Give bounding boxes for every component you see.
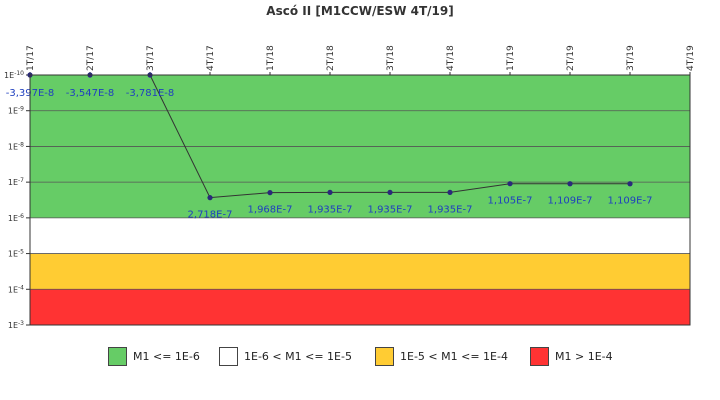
data-label: 1,968E-7 (248, 205, 293, 216)
legend-item: M1 > 1E-4 (530, 345, 613, 367)
plot-frame (29, 74, 691, 326)
legend-label: M1 <= 1E-6 (133, 349, 200, 363)
data-point (567, 181, 573, 187)
x-tick-label: 1T/18 (266, 45, 276, 71)
x-tick-label: 4T/19 (686, 45, 696, 71)
data-point (327, 189, 333, 195)
legend-swatch (530, 346, 549, 366)
data-label: 1,935E-7 (308, 204, 353, 215)
x-tick-label: 2T/19 (566, 45, 576, 71)
y-tick-label: 1E-9 (8, 106, 24, 116)
band-2 (30, 253, 690, 290)
y-axis: 1E-10 1E-9 1E-8 1E-7 1E-6 1E-5 1E-4 1E-3 (4, 70, 30, 330)
y-tick-label: 1E-5 (8, 249, 24, 259)
data-point (627, 181, 633, 187)
data-label: 1,935E-7 (428, 204, 473, 215)
data-label: 1,109E-7 (608, 196, 653, 207)
y-tick-label: 1E-8 (8, 141, 24, 151)
y-tick-label: 1E-6 (8, 213, 24, 223)
legend-label: M1 > 1E-4 (555, 349, 613, 363)
legend-item: 1E-6 < M1 <= 1E-5 (219, 345, 352, 367)
data-point (507, 181, 513, 187)
band-3 (30, 289, 690, 325)
y-tick-label: 1E-7 (8, 177, 24, 187)
legend-item: 1E-5 < M1 <= 1E-4 (375, 345, 508, 367)
data-label: -3,547E-8 (66, 88, 115, 99)
data-label: -3,781E-8 (126, 88, 175, 99)
data-point (447, 189, 453, 195)
x-tick-label: 2T/17 (86, 45, 96, 71)
data-label: 1,109E-7 (548, 196, 593, 207)
x-tick-label: 4T/17 (206, 45, 216, 71)
x-tick-label: 2T/18 (326, 45, 336, 71)
data-label: 1,935E-7 (368, 204, 413, 215)
legend-swatch (108, 346, 127, 366)
chart-title: Ascó II [M1CCW/ESW 4T/19] (266, 4, 453, 18)
band-1 (30, 217, 690, 254)
y-tick-label: 1E-10 (4, 70, 24, 80)
x-tick-label: 3T/18 (386, 45, 396, 71)
y-tick-label: 1E-4 (8, 284, 24, 294)
data-point (267, 190, 273, 196)
data-point (387, 189, 393, 195)
legend: M1 <= 1E-6 1E-6 < M1 <= 1E-5 1E-5 < M1 <= … (0, 343, 720, 369)
x-axis: 1T/17 2T/17 3T/17 4T/17 1T/18 2T/18 3T/18 4T/18… (26, 45, 696, 75)
legend-swatch (219, 346, 238, 366)
data-point (207, 195, 213, 201)
x-tick-label: 3T/17 (146, 45, 156, 71)
data-label: 1,105E-7 (488, 196, 533, 207)
x-tick-label: 3T/19 (626, 45, 636, 71)
legend-label: 1E-5 < M1 <= 1E-4 (400, 349, 508, 363)
x-tick-label: 4T/18 (446, 45, 456, 71)
legend-item: M1 <= 1E-6 (108, 345, 200, 367)
legend-swatch (375, 346, 394, 366)
x-tick-label: 1T/19 (506, 45, 516, 71)
data-label: 2,718E-7 (188, 210, 233, 221)
y-tick-label: 1E-3 (8, 320, 24, 330)
legend-label: 1E-6 < M1 <= 1E-5 (244, 349, 352, 363)
x-tick-label: 1T/17 (26, 45, 36, 71)
